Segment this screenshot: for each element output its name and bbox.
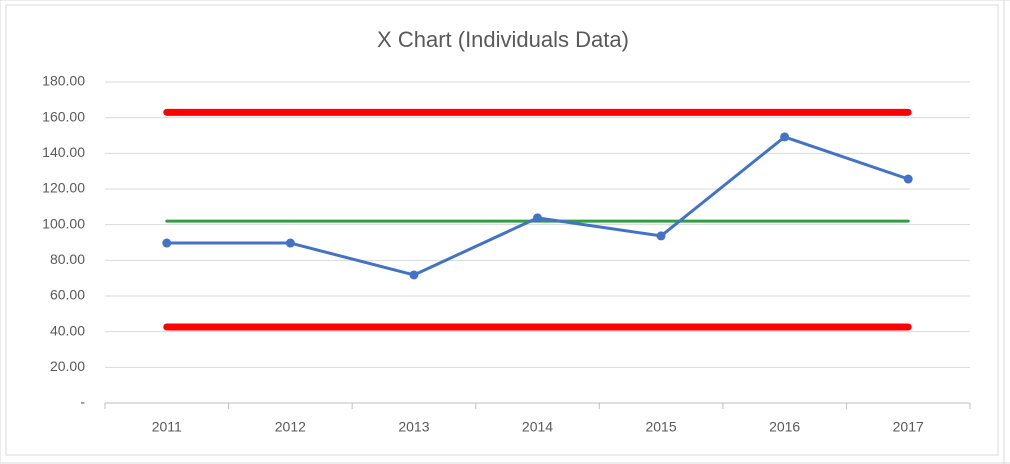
- y-tick-label: 80.00: [50, 251, 85, 267]
- y-tick-label: 60.00: [50, 287, 85, 303]
- chart-area: [5, 4, 999, 456]
- y-tick-label: 40.00: [50, 322, 85, 338]
- y-tick-label: 120.00: [42, 180, 85, 196]
- y-tick-label: 140.00: [42, 144, 85, 160]
- chart-title: X Chart (Individuals Data): [377, 27, 629, 52]
- x-tick-label: 2013: [398, 419, 429, 435]
- y-tick-label: 20.00: [50, 358, 85, 374]
- data-point: [162, 238, 172, 248]
- y-tick-label: 160.00: [42, 108, 85, 124]
- data-point: [285, 238, 295, 248]
- data-point: [533, 213, 542, 223]
- x-tick-label: 2012: [275, 419, 306, 435]
- data-point: [656, 231, 666, 241]
- x-tick-label: 2016: [769, 419, 800, 435]
- x-tick-label: 2011: [152, 419, 182, 435]
- x-tick-label: 2015: [645, 419, 676, 435]
- x-tick-label: 2014: [522, 419, 553, 435]
- y-tick-label: 180.00: [42, 73, 85, 89]
- data-point: [903, 174, 913, 184]
- data-point: [780, 132, 790, 142]
- data-point: [409, 270, 419, 280]
- y-tick-label: 100.00: [42, 215, 85, 231]
- y-tick-label: -: [80, 394, 85, 410]
- x-tick-label: 2017: [893, 419, 924, 435]
